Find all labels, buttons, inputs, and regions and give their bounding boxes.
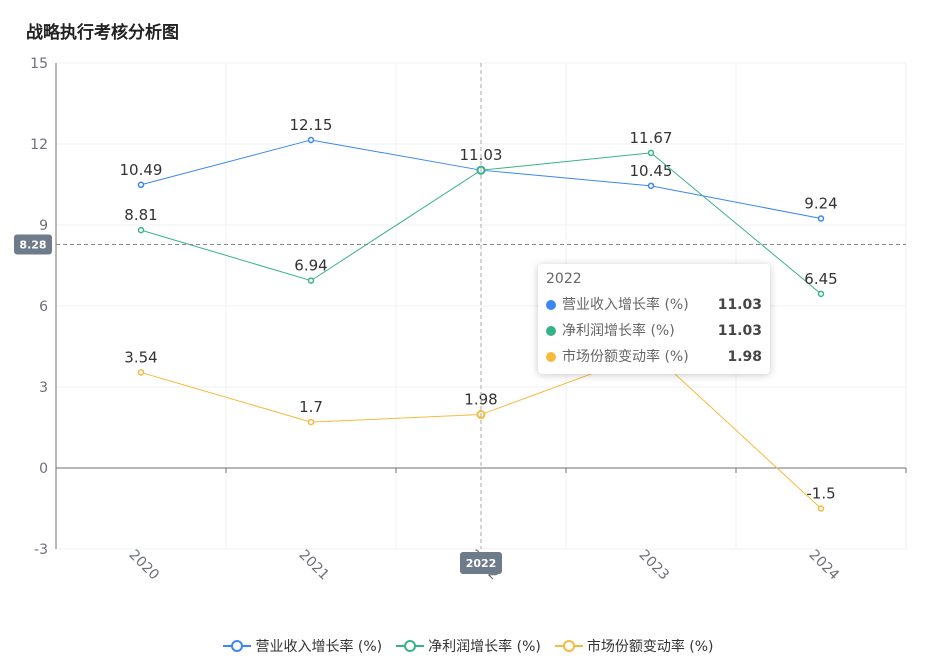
data-point	[137, 369, 145, 376]
data-label: 3.54	[124, 348, 157, 366]
data-point	[137, 226, 145, 234]
legend-item-profit[interactable]: 净利润增长率 (%)	[396, 636, 541, 656]
tooltip: 2022 营业收入增长率 (%) 11.03 净利润增长率 (%) 11.03 …	[538, 264, 770, 374]
legend-item-revenue[interactable]: 营业收入增长率 (%)	[223, 636, 382, 656]
legend: 营业收入增长率 (%) 净利润增长率 (%) 市场份额变动率 (%)	[0, 636, 937, 656]
y-tick-label: 0	[39, 461, 48, 477]
tooltip-dot-profit	[546, 326, 556, 336]
x-tick-label: 2024	[806, 547, 843, 584]
crosshair-x-label: 2022	[466, 557, 497, 570]
data-label: 6.94	[294, 257, 327, 275]
data-label: 11.67	[630, 129, 673, 147]
tooltip-name-revenue: 营业收入增长率 (%)	[562, 297, 689, 313]
tooltip-value-revenue: 11.03	[717, 297, 762, 313]
crosshair-y-label-box	[14, 234, 52, 255]
data-point	[647, 182, 655, 190]
legend-line-icon	[554, 640, 583, 652]
y-tick-label: 3	[39, 380, 48, 396]
tooltip-dot-share	[546, 352, 556, 362]
tooltip-dot-revenue	[546, 300, 556, 310]
data-label: 10.49	[120, 161, 163, 179]
tooltip-row-profit: 净利润增长率 (%) 11.03	[546, 318, 762, 344]
data-point	[307, 418, 315, 426]
y-tick-label: 15	[30, 56, 48, 72]
y-tick-label: 9	[39, 218, 48, 234]
tooltip-value-profit: 11.03	[717, 323, 762, 339]
legend-item-share[interactable]: 市场份额变动率 (%)	[554, 636, 714, 656]
data-point	[307, 136, 315, 144]
data-label: 10.45	[630, 162, 673, 180]
crosshair-y-label: 8.28	[19, 238, 46, 251]
legend-line-icon	[223, 640, 252, 652]
data-point	[307, 277, 315, 284]
x-tick-label: 2020	[126, 547, 163, 584]
x-tick-label: 2021	[296, 547, 333, 584]
data-point	[817, 290, 825, 298]
x-tick-label: 2023	[636, 547, 673, 584]
tooltip-row-revenue: 营业收入增长率 (%) 11.03	[546, 292, 762, 318]
y-tick-label: 12	[30, 137, 48, 153]
data-label: 12.15	[290, 116, 333, 134]
data-point	[647, 149, 655, 157]
data-label: 9.24	[804, 195, 837, 213]
tooltip-name-profit: 净利润增长率 (%)	[562, 323, 675, 339]
data-point	[817, 215, 825, 222]
data-point	[137, 181, 145, 189]
data-point	[817, 505, 825, 512]
legend-label-share: 市场份额变动率 (%)	[586, 639, 714, 655]
data-label: 6.45	[804, 270, 837, 288]
data-label: 1.7	[299, 398, 323, 416]
tooltip-value-share: 1.98	[727, 349, 762, 365]
y-tick-label: -3	[34, 542, 48, 558]
tooltip-name-share: 市场份额变动率 (%)	[562, 349, 689, 365]
data-label: -1.5	[806, 485, 835, 503]
legend-line-icon	[396, 640, 425, 652]
crosshair: 8.28 2022	[14, 63, 906, 574]
tooltip-row-share: 市场份额变动率 (%) 1.98	[546, 344, 762, 370]
legend-label-revenue: 营业收入增长率 (%)	[255, 639, 383, 655]
crosshair-x-label-box	[460, 552, 502, 574]
y-tick-label: 6	[39, 299, 48, 315]
tooltip-title: 2022	[546, 271, 582, 287]
data-label: 8.81	[124, 206, 157, 224]
chart-title: 战略执行考核分析图	[26, 23, 179, 43]
legend-label-profit: 净利润增长率 (%)	[428, 639, 541, 655]
axes: 15 12 9 6 3 0 -3 2020 2021 2022 2023 2024	[30, 56, 907, 584]
